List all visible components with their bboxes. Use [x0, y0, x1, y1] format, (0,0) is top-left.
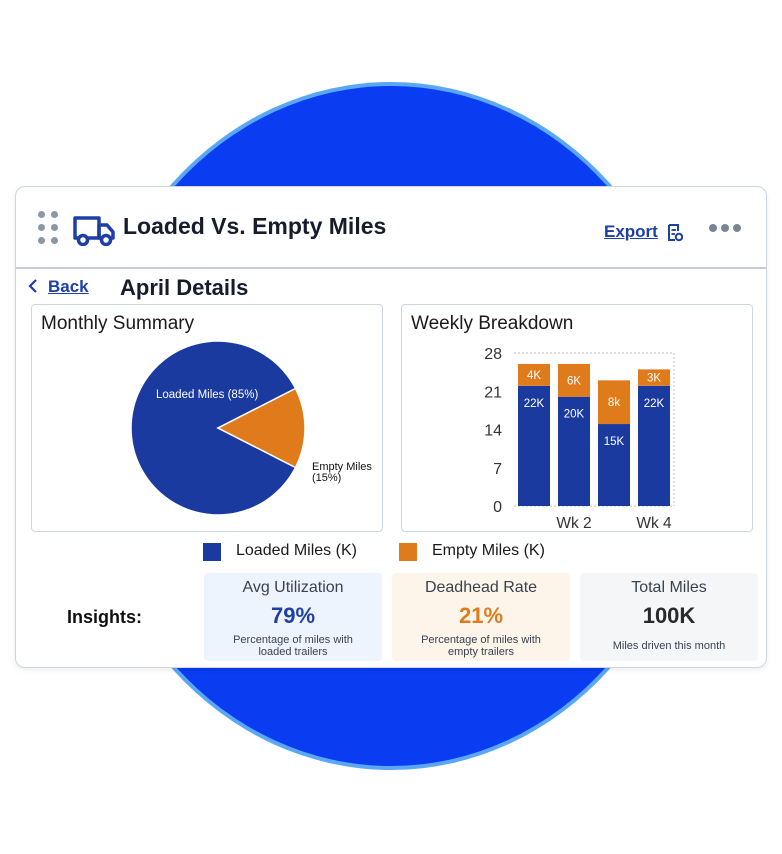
more-options-icon[interactable] [709, 224, 741, 234]
back-link[interactable]: Back [48, 277, 89, 296]
insight-card-total-miles: Total Miles 100K Miles driven this month [580, 573, 758, 661]
pie-label-empty-pct: (15%) [312, 472, 341, 484]
truck-icon [73, 216, 115, 246]
pie-slice [216, 387, 306, 469]
y-tick-label: 7 [493, 461, 502, 478]
bar-segment [558, 363, 590, 397]
dashboard-card: Loaded Vs. Empty Miles Export Back April… [15, 186, 767, 668]
monthly-summary-title: Monthly Summary [41, 313, 195, 334]
weekly-breakdown-panel: Weekly Breakdown 0 7 14 21 28 22K 4K 20K 6K Wk 2 1… [401, 304, 753, 532]
weekly-breakdown-title: Weekly Breakdown [411, 313, 574, 334]
pie-label-empty: Empty Miles [312, 461, 372, 473]
bar-segment [518, 385, 550, 506]
drag-handle-icon[interactable] [38, 211, 60, 245]
export-button[interactable]: Export [604, 222, 658, 241]
pie-chart: Loaded Miles (85%) Empty Miles(15%) [130, 340, 372, 516]
bar-data-label: 3K [647, 373, 661, 385]
y-tick-label: 21 [484, 384, 502, 401]
bar-segment [598, 424, 630, 506]
insight-heading: Total Miles [631, 579, 707, 596]
section-title: April Details [120, 275, 249, 300]
insight-description: Percentage of miles with loaded trailers [233, 634, 353, 658]
legend-swatch-empty [399, 543, 417, 561]
insight-card-utilization: Avg Utilization 79% Percentage of miles … [204, 573, 382, 661]
x-tick-label: Wk 2 [556, 515, 591, 531]
bar-segment [518, 363, 550, 386]
bar-segment [558, 396, 590, 506]
pie-slice [130, 340, 297, 516]
page-title: Loaded Vs. Empty Miles [123, 213, 387, 239]
y-tick-label: 0 [493, 499, 502, 516]
bar-data-label: 20K [564, 409, 585, 421]
bar-data-label: 4K [527, 370, 541, 382]
monthly-summary-panel: Monthly Summary Loaded Miles (85%) Empty … [31, 304, 383, 532]
insight-value: 21% [458, 603, 504, 628]
insights-label: Insights: [67, 607, 142, 627]
bar-data-label: 22K [644, 398, 665, 410]
bar-data-label: 6K [567, 375, 581, 387]
bar-segment [598, 380, 630, 425]
card-header: Loaded Vs. Empty Miles Export [16, 187, 766, 269]
legend-label-empty: Empty Miles (K) [432, 542, 545, 559]
x-tick-label: Wk 4 [636, 515, 672, 531]
insight-description: Percentage of miles with empty trailers [421, 634, 541, 658]
bar-segment [638, 385, 670, 506]
insight-value: 100K [642, 603, 696, 628]
bar-chart: 0 7 14 21 28 22K 4K 20K 6K Wk 2 15K 8k 22K 3K Wk 4 [484, 346, 675, 531]
insight-heading: Avg Utilization [242, 579, 344, 596]
bar-data-label: 8k [608, 397, 620, 409]
insight-value: 79% [270, 603, 316, 628]
y-tick-label: 28 [484, 346, 502, 363]
chevron-left-icon[interactable] [28, 279, 38, 293]
legend-swatch-loaded [203, 543, 221, 561]
insight-card-deadhead: Deadhead Rate 21% Percentage of miles wi… [392, 573, 570, 661]
pie-label-loaded: Loaded Miles (85%) [156, 389, 258, 401]
bar-data-label: 15K [604, 436, 625, 448]
insight-description: Miles driven this month [612, 640, 726, 652]
legend-label-loaded: Loaded Miles (K) [236, 542, 357, 559]
export-icon[interactable] [667, 224, 683, 242]
y-tick-label: 14 [484, 423, 502, 440]
bar-segment [638, 369, 670, 386]
bar-data-label: 22K [524, 398, 545, 410]
insight-heading: Deadhead Rate [424, 579, 538, 596]
